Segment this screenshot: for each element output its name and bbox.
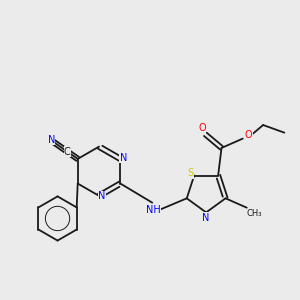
Text: C: C (64, 147, 71, 157)
Text: N: N (120, 153, 127, 163)
Text: CH₃: CH₃ (247, 209, 262, 218)
Text: N: N (98, 191, 106, 201)
Text: O: O (198, 123, 206, 134)
Text: O: O (245, 130, 253, 140)
Text: S: S (188, 168, 194, 178)
Text: N: N (202, 212, 210, 223)
Text: N: N (48, 135, 55, 145)
Text: NH: NH (146, 205, 160, 215)
